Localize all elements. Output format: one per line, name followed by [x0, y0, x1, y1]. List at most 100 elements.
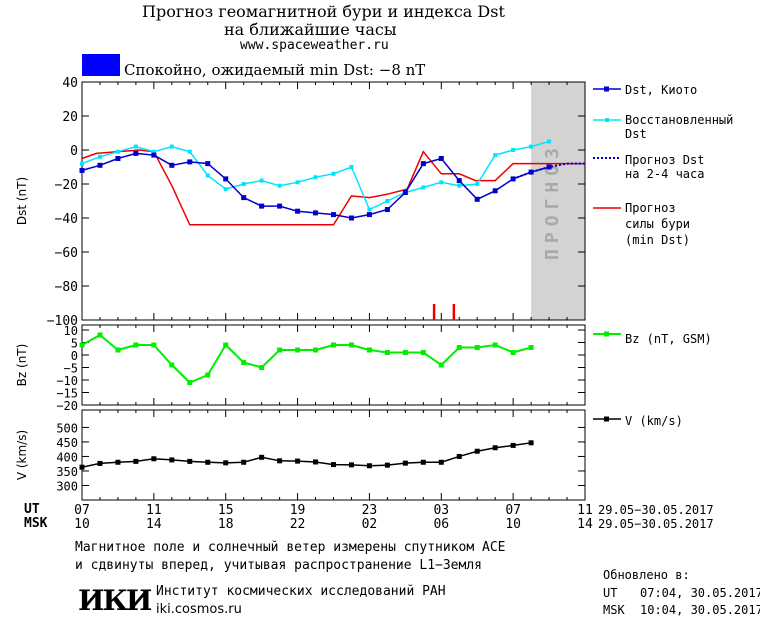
kyoto-dst-point — [348, 215, 354, 221]
restored-dst-point — [385, 199, 390, 203]
restored-dst-point — [259, 178, 264, 183]
restored-dst-point — [331, 171, 336, 176]
legend-restored-marker — [605, 118, 609, 122]
legend-restored-label: Восстановленный — [625, 113, 733, 127]
kyoto-dst-point — [313, 210, 319, 216]
source-url[interactable]: www.spaceweather.ru — [240, 38, 389, 53]
kyoto-dst-point — [331, 212, 336, 218]
bz-y-tick-label: 5 — [71, 337, 78, 351]
solar-wind-speed-point — [438, 459, 444, 465]
solar-wind-speed-point — [313, 459, 319, 465]
v-y-tick-label: 500 — [56, 421, 78, 435]
bz-point — [528, 345, 534, 350]
restored-dst-point — [151, 149, 156, 154]
iki-logo: ИКИ — [78, 584, 152, 617]
ut-tick-label: 07 — [74, 503, 90, 518]
updated-title: Обновлено в: — [603, 568, 690, 582]
bz-point — [277, 347, 283, 353]
solar-wind-speed-point — [151, 456, 157, 462]
bz-point — [456, 345, 462, 350]
msk-tick-label: 14 — [577, 517, 593, 532]
institute-name: Институт космических исследований РАН — [156, 584, 446, 599]
legend-bz-label: Bz (nT, GSM) — [625, 332, 712, 346]
ut-tick-label: 03 — [433, 503, 449, 518]
bz-y-tick-label: −10 — [56, 374, 78, 388]
kyoto-dst-point — [151, 152, 157, 158]
msk-axis-label: MSK — [24, 516, 48, 531]
dst-y-tick-label: 40 — [62, 76, 78, 91]
solar-wind-speed-point — [474, 448, 480, 454]
legend-bz-marker — [604, 331, 609, 337]
bz-point — [331, 342, 336, 348]
restored-dst-point — [367, 207, 372, 212]
msk-tick-label: 02 — [362, 517, 378, 532]
restored-dst-point — [511, 148, 516, 152]
kyoto-dst-point — [97, 162, 103, 168]
dst-y-tick-label: −40 — [55, 212, 78, 227]
restored-dst-point — [457, 183, 462, 188]
bz-point — [169, 362, 175, 368]
bz-point — [187, 380, 193, 385]
bz-point — [205, 372, 211, 378]
legend-kyoto-label: Dst, Киото — [625, 83, 697, 97]
bz-y-tick-label: 0 — [71, 349, 78, 363]
kyoto-dst-point — [420, 161, 426, 167]
msk-date-range: 29.05−30.05.2017 — [598, 517, 714, 531]
solar-wind-speed-point — [187, 458, 193, 464]
solar-wind-speed-point — [259, 454, 265, 460]
msk-tick-label: 18 — [218, 517, 234, 532]
bz-panel-frame — [81, 324, 586, 406]
dst-y-tick-label: 20 — [62, 110, 78, 125]
restored-dst-point — [133, 144, 138, 149]
ut-tick-label: 23 — [362, 503, 378, 518]
ut-tick-label: 19 — [290, 503, 306, 518]
ut-date-range: 29.05−30.05.2017 — [598, 503, 714, 517]
ut-tick-label: 15 — [218, 503, 234, 518]
restored-dst-point — [187, 149, 192, 154]
bz-point — [510, 350, 516, 355]
solar-wind-speed-point — [402, 460, 408, 466]
chart-title: Прогноз геомагнитной бури и индекса Dst — [142, 2, 505, 21]
v-panel-frame — [81, 409, 586, 501]
bz-point — [115, 347, 121, 353]
solar-wind-speed-point — [420, 459, 426, 465]
dst-y-tick-label: −80 — [55, 280, 78, 295]
bz-point — [402, 350, 408, 355]
bz-point — [366, 347, 372, 353]
bz-point — [241, 360, 247, 365]
solar-wind-speed-point — [366, 463, 372, 469]
ut-axis-label: UT — [24, 502, 40, 517]
kyoto-dst-point — [115, 156, 121, 161]
footer-note-line1: Магнитное поле и солнечный ветер измерен… — [75, 540, 506, 555]
kyoto-dst-point — [205, 161, 211, 167]
restored-dst-point — [421, 185, 426, 190]
forecast-region — [531, 82, 585, 320]
v-y-tick-label: 350 — [56, 465, 78, 479]
restored-dst-point — [493, 153, 498, 158]
restored-dst-point — [547, 139, 552, 144]
bz-y-tick-label: −20 — [56, 399, 78, 413]
bz-y-tick-label: 10 — [64, 324, 78, 338]
legend-v-marker — [604, 416, 609, 422]
kyoto-dst-point — [169, 162, 175, 168]
bz-point — [313, 347, 319, 353]
chart-subtitle: на ближайшие часы — [224, 20, 397, 39]
kyoto-dst-point — [402, 190, 408, 195]
kyoto-dst-point — [510, 176, 516, 182]
solar-wind-speed-point — [241, 459, 247, 465]
kyoto-dst-point — [259, 203, 265, 209]
legend-storm-label-3: (min Dst) — [625, 233, 690, 247]
dst-y-axis-label: Dst (nT) — [15, 177, 29, 225]
legend-forecast-label: Прогноз Dst — [625, 153, 704, 167]
status-text: Спокойно, ожидаемый min Dst: −8 nT — [124, 61, 426, 79]
kyoto-dst-point — [223, 176, 229, 182]
dst-y-tick-label: −20 — [55, 178, 78, 193]
kyoto-dst-point — [187, 159, 193, 165]
solar-wind-speed-point — [133, 458, 139, 464]
dst-y-tick-label: 0 — [70, 144, 78, 159]
ut-tick-label: 11 — [577, 503, 593, 518]
legend-forecast-label-2: на 2-4 часа — [625, 167, 704, 181]
institute-url[interactable]: iki.cosmos.ru — [156, 602, 242, 617]
solar-wind-speed-point — [97, 460, 103, 466]
kyoto-dst-point — [241, 195, 247, 201]
